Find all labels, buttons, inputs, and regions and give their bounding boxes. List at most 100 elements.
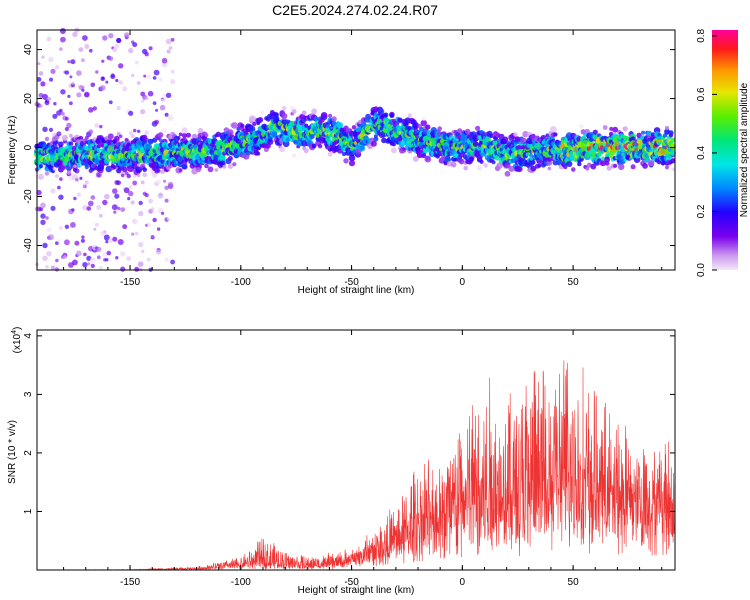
spectrogram-cell bbox=[235, 138, 242, 144]
spectrogram-cell bbox=[115, 256, 119, 260]
spectrogram-cell bbox=[55, 258, 59, 263]
spectrogram-cell bbox=[46, 96, 52, 102]
spectrogram-cell bbox=[501, 144, 506, 149]
spectrogram-cell bbox=[54, 174, 60, 179]
spectrogram-y-axis: -40 -20 0 20 40 bbox=[23, 44, 675, 253]
spectrogram-cell bbox=[122, 224, 128, 230]
spectrogram-cell bbox=[155, 108, 159, 112]
spectrogram-cell bbox=[138, 211, 144, 217]
spectrogram-frame bbox=[36, 29, 676, 271]
spectrogram-cell bbox=[128, 47, 134, 54]
colorbar-label: Normalized spectral amplitude bbox=[739, 82, 750, 217]
spectrogram-cell bbox=[112, 140, 117, 145]
spectrogram-cell bbox=[118, 134, 123, 139]
spectrogram-cell bbox=[178, 132, 183, 137]
spectrogram-cell bbox=[317, 144, 323, 149]
spectrogram-cell bbox=[152, 217, 157, 223]
spectrogram-cell bbox=[105, 240, 109, 244]
snr-panel: -150 -100 -50 0 50 1 2 3 4 Height of straight l… bbox=[7, 327, 676, 596]
spectrogram-cell bbox=[46, 251, 52, 257]
spectrogram-cell bbox=[99, 124, 103, 129]
spectrogram-y-tick-label: -20 bbox=[23, 189, 34, 204]
spectrogram-cell bbox=[160, 159, 165, 164]
spectrogram-cell bbox=[343, 125, 349, 132]
spectrogram-cell bbox=[281, 112, 288, 120]
spectrogram-cell bbox=[463, 165, 469, 171]
spectrogram-cell bbox=[116, 106, 121, 111]
spectrogram-cell bbox=[326, 124, 331, 129]
spectrogram-cell bbox=[103, 230, 107, 234]
spectrogram-x-tick-label: 0 bbox=[460, 277, 466, 288]
spectrogram-cell bbox=[58, 225, 64, 231]
spectrogram-cell bbox=[48, 127, 54, 132]
spectrogram-cell bbox=[96, 205, 102, 210]
spectrogram-cell bbox=[144, 130, 149, 135]
snr-y-tick-label: 2 bbox=[23, 450, 34, 456]
spectrogram-cell bbox=[590, 163, 597, 170]
spectrogram-cell bbox=[475, 125, 481, 131]
spectrogram-cell bbox=[130, 200, 135, 205]
spectrogram-cell bbox=[74, 168, 80, 174]
spectrogram-cell bbox=[40, 219, 46, 225]
spectrogram-cell bbox=[49, 77, 53, 82]
spectrogram-cell bbox=[76, 192, 82, 197]
spectrogram-cell bbox=[148, 46, 153, 51]
spectrogram-cell bbox=[142, 167, 147, 172]
spectrogram-cell bbox=[82, 262, 88, 268]
spectrogram-cell bbox=[103, 234, 110, 241]
spectrogram-cell bbox=[123, 187, 130, 194]
spectrogram-cell bbox=[178, 168, 183, 173]
spectrogram-cell bbox=[65, 116, 69, 121]
spectrogram-cell bbox=[152, 76, 157, 80]
spectrogram-cell bbox=[120, 207, 126, 213]
snr-y-axis: 1 2 3 4 bbox=[23, 333, 675, 514]
spectrogram-cell bbox=[156, 168, 161, 173]
spectrogram-cell bbox=[391, 147, 397, 154]
spectrogram-cell bbox=[195, 167, 202, 173]
spectrogram-cell bbox=[671, 158, 675, 162]
spectrogram-cell bbox=[94, 123, 100, 128]
spectrogram-cell bbox=[530, 165, 537, 172]
colorbar-gradient bbox=[712, 30, 738, 270]
spectrogram-cell bbox=[504, 170, 511, 177]
spectrogram-cell bbox=[343, 158, 349, 164]
spectrogram-cell bbox=[118, 63, 124, 69]
spectrogram-cell bbox=[421, 153, 427, 159]
spectrogram-cell bbox=[420, 119, 427, 127]
spectrogram-cell bbox=[80, 238, 85, 243]
spectrogram-cell bbox=[81, 235, 85, 239]
spectrogram-cell bbox=[207, 166, 214, 173]
spectrogram-cell bbox=[383, 112, 389, 118]
spectrogram-y-tick-label: 20 bbox=[23, 93, 34, 105]
snr-background bbox=[37, 330, 675, 570]
spectrogram-cell bbox=[128, 131, 133, 135]
spectrogram-cell bbox=[79, 176, 83, 180]
spectrogram-cell bbox=[106, 250, 112, 256]
spectrogram-cell bbox=[96, 255, 101, 260]
spectrogram-y-tick-label: -40 bbox=[23, 238, 34, 253]
spectrogram-cell bbox=[407, 146, 412, 151]
spectrogram-cell bbox=[458, 158, 465, 165]
spectrogram-cell bbox=[121, 173, 125, 178]
spectrogram-cell bbox=[84, 180, 89, 185]
spectrogram-cell bbox=[186, 132, 191, 138]
spectrogram-cell bbox=[513, 132, 518, 137]
spectrogram-cell bbox=[164, 185, 169, 190]
spectrogram-cell bbox=[671, 143, 675, 147]
spectrogram-cell bbox=[39, 207, 43, 212]
spectrogram-cell bbox=[391, 142, 396, 147]
spectrogram-cell bbox=[256, 146, 261, 151]
spectrogram-cell bbox=[600, 160, 607, 167]
spectrogram-cell bbox=[108, 33, 114, 39]
spectrogram-cell bbox=[162, 128, 167, 133]
spectrogram-cell bbox=[348, 160, 356, 167]
spectrogram-cell bbox=[120, 251, 126, 257]
spectrogram-cell bbox=[136, 173, 141, 178]
spectrogram-cell bbox=[94, 222, 99, 227]
spectrogram-cell bbox=[77, 152, 81, 156]
spectrogram-cell bbox=[412, 122, 420, 129]
spectrogram-cell bbox=[152, 101, 157, 105]
spectrogram-cell bbox=[72, 31, 78, 38]
spectrogram-cell bbox=[160, 169, 165, 174]
